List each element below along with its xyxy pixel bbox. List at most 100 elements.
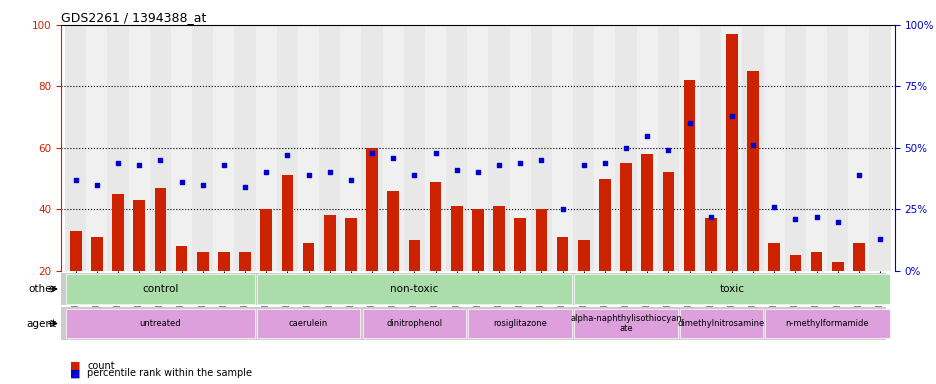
Bar	[66, 25, 86, 271]
Bar	[514, 218, 525, 271]
Bar	[340, 25, 361, 271]
Bar	[192, 25, 213, 271]
Bar	[488, 25, 509, 271]
Point	[745, 142, 760, 149]
Bar	[361, 25, 382, 271]
Bar	[657, 25, 679, 271]
Bar	[704, 218, 716, 271]
Bar	[298, 25, 319, 271]
Bar	[256, 309, 360, 338]
Point	[618, 145, 633, 151]
Bar	[768, 243, 779, 271]
Bar	[662, 172, 674, 271]
Bar	[108, 25, 128, 271]
Bar	[805, 25, 826, 271]
Bar	[683, 80, 695, 271]
Bar	[467, 25, 488, 271]
Point	[216, 162, 231, 168]
Text: agent: agent	[26, 318, 56, 329]
Bar	[344, 218, 357, 271]
Point	[576, 162, 591, 168]
Point	[724, 113, 739, 119]
Bar	[324, 215, 335, 271]
Bar	[66, 274, 255, 304]
Text: dinitrophenol: dinitrophenol	[386, 319, 442, 328]
Bar	[281, 175, 293, 271]
Bar	[852, 243, 864, 271]
Point	[766, 204, 781, 210]
Bar	[319, 25, 340, 271]
Bar	[70, 231, 81, 271]
Text: dimethylnitrosamine: dimethylnitrosamine	[677, 319, 764, 328]
Point	[343, 177, 358, 183]
Point	[448, 167, 463, 173]
Point	[406, 172, 421, 178]
Bar	[239, 252, 251, 271]
Bar	[382, 25, 403, 271]
Point	[597, 159, 612, 166]
Bar	[574, 309, 677, 338]
Bar	[636, 25, 657, 271]
Point	[322, 169, 337, 175]
Point	[89, 182, 104, 188]
Bar	[362, 309, 466, 338]
Text: ■: ■	[70, 361, 80, 371]
Point	[258, 169, 273, 175]
Bar	[721, 25, 741, 271]
Text: n-methylformamide: n-methylformamide	[784, 319, 868, 328]
Bar	[112, 194, 124, 271]
Bar	[86, 25, 108, 271]
Text: caerulein: caerulein	[288, 319, 328, 328]
Bar	[509, 25, 530, 271]
Bar	[873, 271, 885, 326]
Bar	[556, 237, 568, 271]
Bar	[176, 246, 187, 271]
Point	[386, 155, 401, 161]
Text: ■: ■	[70, 368, 80, 378]
Bar	[256, 25, 276, 271]
Bar	[260, 209, 271, 271]
Bar	[234, 25, 256, 271]
Bar	[128, 25, 150, 271]
Point	[702, 214, 717, 220]
Bar	[789, 255, 800, 271]
Bar	[826, 25, 847, 271]
Bar	[598, 179, 610, 271]
Point	[808, 214, 823, 220]
Text: alpha-naphthylisothiocyan
ate: alpha-naphthylisothiocyan ate	[569, 314, 681, 333]
Bar	[256, 274, 572, 304]
Bar	[551, 25, 573, 271]
Bar	[170, 25, 192, 271]
Bar	[574, 274, 888, 304]
Bar	[403, 25, 425, 271]
Bar	[213, 25, 234, 271]
Bar	[450, 206, 462, 271]
Bar	[784, 25, 805, 271]
Bar	[218, 252, 229, 271]
Point	[174, 179, 189, 185]
Text: untreated: untreated	[139, 319, 181, 328]
Bar	[764, 309, 888, 338]
Bar	[530, 25, 551, 271]
Point	[153, 157, 168, 163]
Bar	[746, 71, 758, 271]
Point	[238, 184, 253, 190]
Point	[660, 147, 675, 153]
Text: GDS2261 / 1394388_at: GDS2261 / 1394388_at	[61, 11, 206, 24]
Bar	[573, 25, 593, 271]
Bar	[446, 25, 467, 271]
Bar	[91, 237, 103, 271]
Bar	[593, 25, 615, 271]
Bar	[468, 309, 572, 338]
Text: toxic: toxic	[719, 284, 743, 294]
Point	[110, 159, 125, 166]
Bar	[810, 252, 822, 271]
Point	[280, 152, 295, 158]
Point	[428, 150, 443, 156]
Point	[871, 236, 886, 242]
Bar	[472, 209, 483, 271]
Bar	[133, 200, 145, 271]
Bar	[66, 309, 255, 338]
Bar	[154, 188, 166, 271]
Bar	[387, 191, 399, 271]
